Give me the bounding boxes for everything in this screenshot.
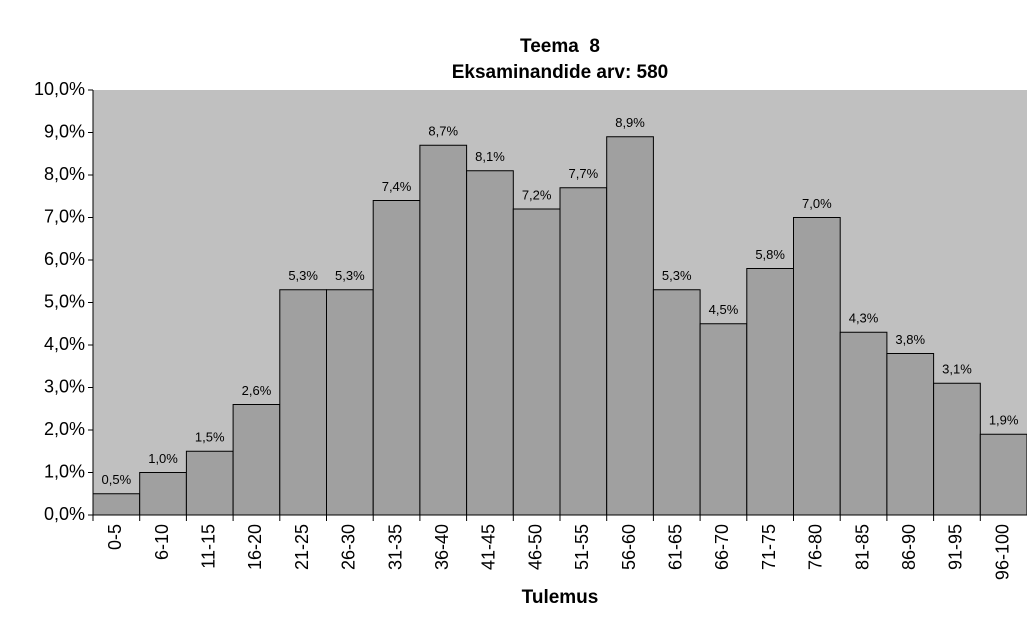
data-label: 7,0% [802, 196, 832, 211]
bar [279, 289, 327, 516]
data-label: 8,9% [615, 115, 645, 130]
data-label: 7,2% [522, 187, 552, 202]
y-tick-label: 4,0% [44, 334, 85, 354]
data-label: 1,0% [148, 451, 178, 466]
bar [466, 170, 514, 516]
data-label: 3,1% [942, 362, 972, 377]
y-tick-label: 10,0% [34, 79, 85, 99]
data-label: 8,1% [475, 149, 505, 164]
bar [839, 331, 888, 516]
x-tick-label: 51-55 [572, 524, 592, 570]
data-label: 5,3% [335, 268, 365, 283]
x-tick-label: 11-15 [199, 524, 219, 569]
x-tick-label: 46-50 [525, 524, 545, 570]
x-tick-label: 0-5 [105, 524, 125, 550]
data-label: 7,4% [382, 179, 412, 194]
bar [232, 404, 281, 516]
x-tick-label: 31-35 [385, 524, 405, 570]
x-tick-label: 61-65 [666, 524, 686, 570]
x-axis-title: Tulemus [522, 587, 599, 608]
y-tick-label: 3,0% [44, 376, 85, 396]
data-label: 1,5% [195, 430, 225, 445]
bar [746, 268, 794, 516]
x-tick-label: 66-70 [712, 524, 732, 570]
bar [326, 289, 374, 516]
x-tick-label: 36-40 [432, 524, 452, 570]
bar [185, 450, 234, 516]
y-tick-label: 9,0% [44, 121, 85, 141]
data-label: 5,8% [755, 247, 785, 262]
data-label: 3,8% [895, 332, 925, 347]
bar [886, 353, 935, 516]
bar [606, 136, 654, 516]
y-tick-label: 0,0% [44, 504, 85, 524]
x-tick-label: 91-95 [946, 524, 966, 570]
data-label: 5,3% [662, 268, 692, 283]
bar [92, 493, 141, 516]
chart-subtitle: Eksaminandide arv: 580 [452, 62, 669, 83]
data-label: 7,7% [569, 166, 599, 181]
data-label: 1,9% [989, 413, 1019, 428]
bar [372, 200, 421, 516]
bar [419, 144, 468, 516]
x-tick-label: 81-85 [852, 524, 872, 570]
data-label: 0,5% [102, 472, 132, 487]
y-tick-label: 6,0% [44, 249, 85, 269]
x-tick-label: 41-45 [479, 524, 499, 570]
y-tick-label: 7,0% [44, 206, 85, 226]
x-tick-label: 21-25 [292, 524, 312, 570]
x-tick-label: 71-75 [759, 524, 779, 570]
y-tick-label: 8,0% [44, 164, 85, 184]
chart-title: Teema 8 [520, 36, 600, 57]
bar [512, 208, 561, 516]
bar [699, 323, 748, 516]
data-label: 5,3% [288, 268, 318, 283]
x-tick-label: 26-30 [339, 524, 359, 570]
bar [652, 289, 701, 516]
x-tick-label: 86-90 [899, 524, 919, 570]
x-tick-label: 6-10 [152, 524, 172, 560]
x-tick-label: 16-20 [245, 524, 265, 570]
x-tick-label: 96-100 [992, 524, 1012, 580]
data-label: 4,5% [709, 302, 739, 317]
bar [139, 472, 187, 516]
bar [559, 187, 608, 516]
y-tick-label: 1,0% [44, 461, 85, 481]
x-tick-label: 76-80 [806, 524, 826, 570]
y-tick-label: 5,0% [44, 291, 85, 311]
bar [933, 382, 981, 516]
bar [793, 217, 841, 516]
data-label: 4,3% [849, 311, 879, 326]
bar [979, 433, 1027, 516]
x-tick-label: 56-60 [619, 524, 639, 570]
data-label: 8,7% [428, 124, 458, 139]
data-label: 2,6% [242, 383, 272, 398]
y-tick-label: 2,0% [44, 419, 85, 439]
